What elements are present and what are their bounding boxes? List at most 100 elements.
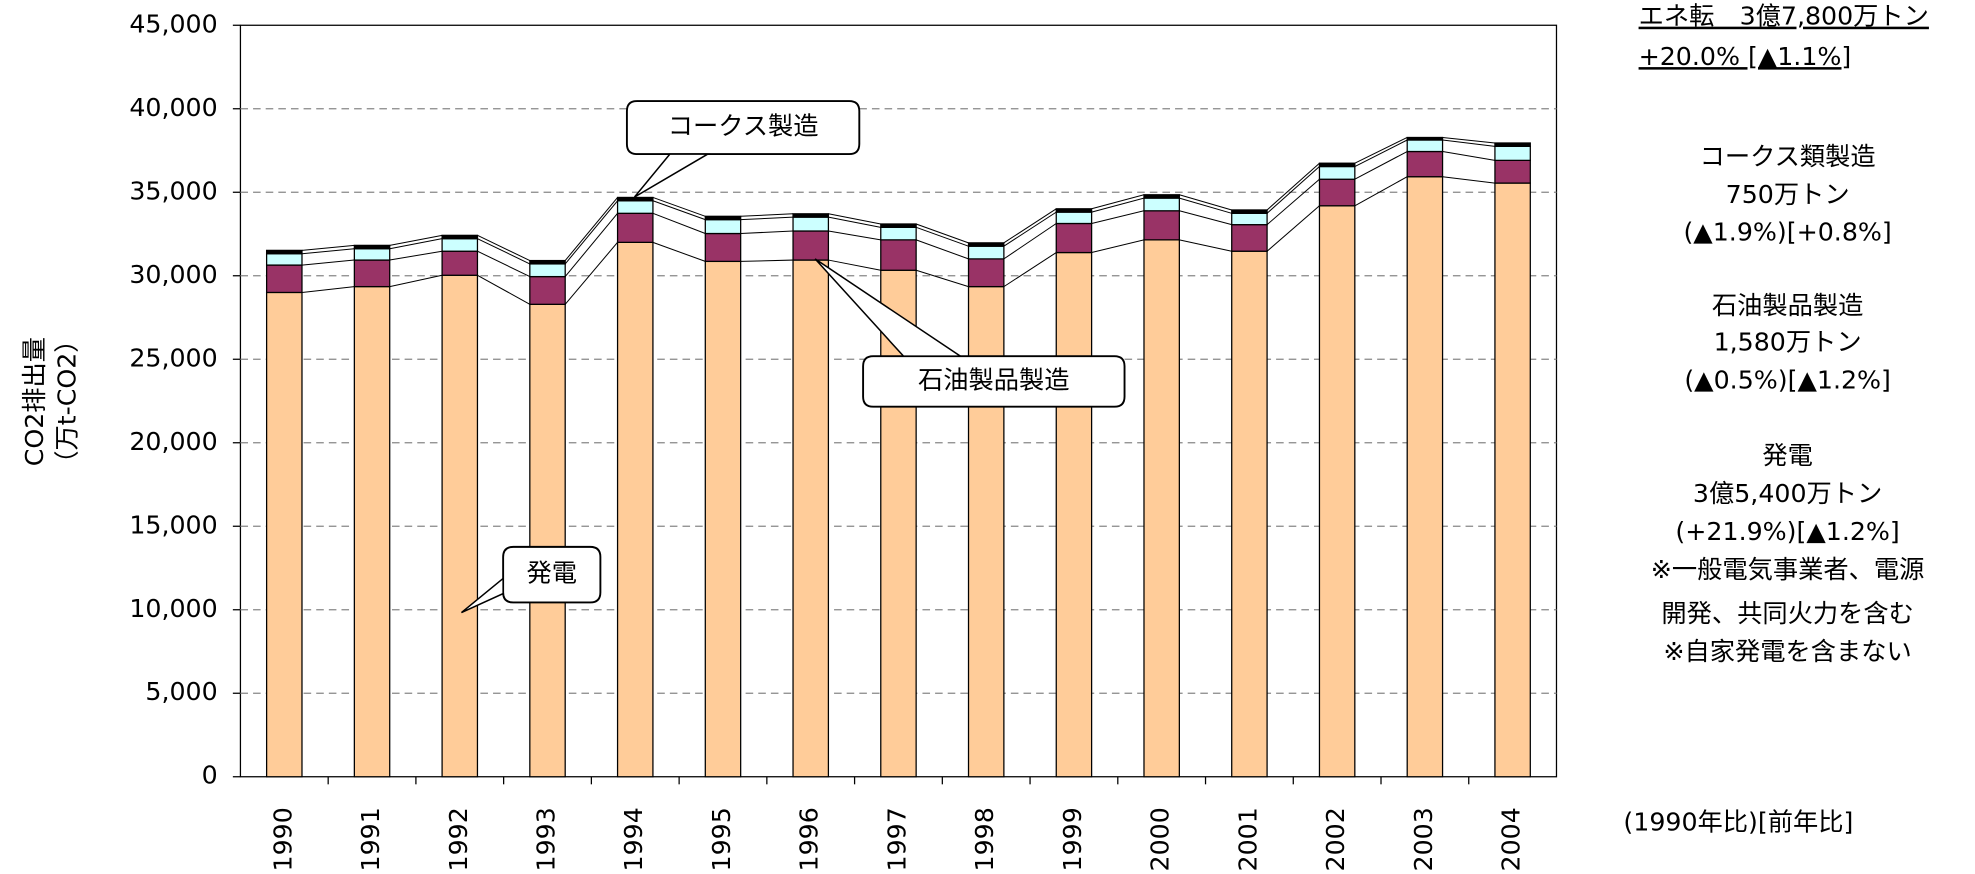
y-axis-label: （万t-CO2） (53, 327, 82, 475)
series-connector (1266, 162, 1320, 211)
series-connector (1091, 239, 1145, 254)
bar-segment (1318, 178, 1356, 207)
bar-segment (967, 245, 1005, 260)
bar-segment (792, 230, 830, 261)
bar-segment (880, 223, 917, 228)
x-tick-label: 1992 (444, 807, 473, 871)
annotation: コークス類製造 (1700, 142, 1876, 171)
bar-segment (1143, 210, 1180, 241)
series-connector (652, 196, 706, 217)
bar-segment (880, 239, 917, 271)
bar-segment (616, 241, 654, 778)
series-connector (1003, 211, 1057, 247)
series-connector (652, 212, 706, 234)
series-connector (1266, 178, 1320, 226)
x-tick-label: 1996 (795, 807, 824, 871)
bar-segment (1406, 176, 1444, 778)
series-connector (1442, 151, 1496, 161)
callout-box (502, 545, 602, 604)
y-tick-label: 10,000 (129, 594, 217, 623)
callout-box (862, 355, 1126, 408)
bar-segment (529, 303, 566, 778)
x-tick-label: 1993 (532, 807, 561, 871)
bar-segment (1231, 250, 1268, 778)
callout-pointer (633, 153, 711, 198)
annotation: ※自家発電を含まない (1663, 637, 1911, 666)
y-tick-label: 45,000 (129, 9, 217, 38)
series-connector (389, 238, 443, 250)
annotation: 開発、共同火力を含む (1661, 599, 1914, 628)
series-connector (828, 213, 881, 225)
annotation: (▲1.9%)[+0.8%] (1683, 218, 1891, 247)
series-connector (652, 200, 706, 221)
annotation: (▲0.5%)[▲1.2%] (1684, 365, 1891, 394)
x-tick-label: 1997 (882, 807, 911, 871)
series-connector (828, 230, 881, 241)
annotation: 1,580万トン (1714, 328, 1862, 357)
series-connector (1442, 139, 1495, 147)
series-connector (1266, 166, 1320, 214)
bar-segment (1055, 222, 1093, 254)
annotation: (+21.9%)[▲1.2%] (1675, 517, 1899, 546)
x-tick-label: 2001 (1233, 807, 1262, 871)
bar-segment (441, 234, 479, 240)
x-tick-label: 2004 (1497, 807, 1526, 871)
bar-segment (1494, 182, 1531, 778)
y-tick-label: 40,000 (129, 93, 217, 122)
bar-segment (1494, 145, 1531, 161)
series-connector (564, 242, 618, 305)
series-connector (1179, 197, 1232, 214)
series-connector (564, 197, 618, 261)
series-connector (389, 274, 443, 288)
callout-pointer (814, 258, 963, 357)
callout-box (625, 100, 861, 156)
annotation: 発電 (1762, 441, 1813, 470)
series-connector (1266, 205, 1320, 252)
series-connector (1091, 210, 1145, 224)
bar-segment (616, 196, 654, 202)
bar-segment (265, 264, 303, 294)
series-connector (915, 223, 969, 244)
series-connector (301, 244, 355, 251)
bar-segment (967, 242, 1005, 247)
callout-label: 石油製品製造 (918, 365, 1070, 394)
bar-segment (792, 259, 830, 778)
bar-segment (265, 253, 303, 266)
bar-segment (353, 285, 391, 778)
series-connector (1179, 239, 1232, 252)
bar-segment (1318, 162, 1356, 168)
bar-segment (1055, 208, 1093, 213)
bar-segment (616, 212, 654, 243)
annotation: 石油製品製造 (1712, 291, 1864, 320)
footnote: (1990年比)[前年比] (1623, 807, 1853, 836)
callout-label: 発電 (527, 559, 578, 588)
bar-segment (1318, 165, 1356, 180)
bar-segment (1494, 142, 1531, 147)
x-tick-label: 1995 (707, 807, 736, 871)
series-connector (740, 213, 794, 217)
series-connector (652, 241, 706, 262)
bar-segment (880, 226, 917, 241)
series-connector (1091, 197, 1145, 213)
y-axis-label: CO2排出量 (20, 337, 49, 466)
x-tick-label: 2003 (1409, 807, 1438, 871)
y-tick-label: 35,000 (129, 176, 217, 205)
y-tick-label: 5,000 (145, 677, 217, 706)
bar-segment (704, 260, 742, 778)
callout-label: コークス製造 (668, 112, 819, 141)
series-connector (1354, 139, 1408, 167)
bar-segment (1318, 205, 1356, 778)
bar-segment (441, 274, 479, 778)
bar-segment (441, 250, 479, 276)
series-connector (301, 248, 355, 255)
bar-segment (529, 263, 566, 278)
series-connector (564, 212, 618, 277)
x-tick-label: 1991 (356, 807, 385, 871)
series-connector (915, 239, 969, 260)
series-connector (740, 230, 794, 235)
summary-line: +20.0% [▲1.1%] (1639, 42, 1852, 71)
y-tick-label: 30,000 (129, 260, 217, 289)
x-tick-label: 1990 (268, 807, 297, 871)
series-connector (389, 250, 443, 261)
series-connector (1354, 176, 1408, 207)
